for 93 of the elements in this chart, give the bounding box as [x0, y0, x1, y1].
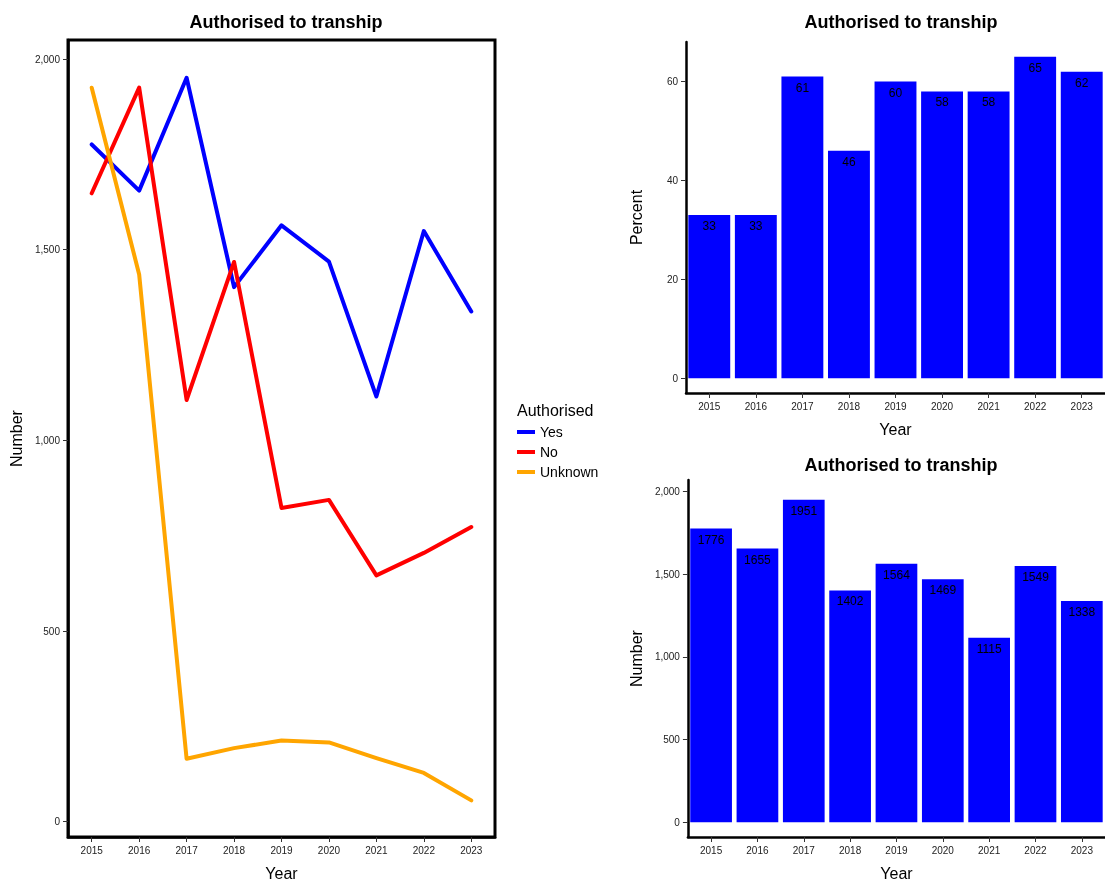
x-tick-label: 2017	[175, 844, 199, 856]
data-label: 1951	[790, 503, 818, 518]
x-axis-title: Year	[879, 420, 913, 438]
bar	[782, 499, 825, 823]
x-tick-label: 2015	[699, 844, 723, 856]
data-label: 46	[842, 154, 856, 169]
x-tick-label: 2023	[1070, 400, 1094, 412]
x-tick-label: 2020	[931, 844, 955, 856]
y-tick-label: 1,500	[654, 568, 681, 580]
x-tick-label: 2015	[80, 844, 104, 856]
x-axis-title: Year	[265, 864, 299, 882]
data-label: 1115	[976, 641, 1002, 656]
y-tick-label: 40	[666, 174, 679, 186]
bar	[736, 548, 779, 823]
x-tick-label: 2019	[884, 400, 908, 412]
x-tick-label: 2020	[930, 400, 954, 412]
x-tick-label: 2022	[1024, 400, 1047, 412]
x-tick-label: 2019	[885, 844, 909, 856]
y-tick-label: 2,000	[34, 53, 61, 65]
bar	[968, 637, 1010, 823]
y-tick-label: 0	[672, 372, 679, 384]
x-tick-label: 2016	[128, 844, 151, 856]
x-tick-label: 2017	[792, 844, 816, 856]
data-label: 62	[1075, 75, 1089, 90]
x-tick-label: 2015	[698, 400, 721, 412]
chart-title: Authorised to tranship	[189, 12, 383, 32]
data-label: 1338	[1068, 604, 1096, 619]
y-tick-label: 60	[666, 76, 679, 88]
bar	[875, 563, 918, 823]
y-tick-label: 1,000	[34, 434, 61, 446]
bar	[1014, 566, 1057, 823]
y-tick-label: 0	[54, 816, 61, 828]
data-label: 1469	[929, 583, 957, 598]
data-label: 61	[795, 80, 810, 95]
data-label: 1564	[883, 567, 911, 582]
x-tick-label: 2022	[1024, 844, 1048, 856]
y-axis-title: Percent	[627, 189, 645, 246]
data-label: 33	[702, 219, 717, 234]
x-tick-label: 2018	[837, 400, 861, 412]
x-tick-label: 2021	[978, 844, 1001, 856]
bar	[1060, 600, 1103, 823]
x-tick-label: 2019	[270, 844, 294, 856]
chart-title: Authorised to tranship	[804, 455, 998, 475]
y-axis-title: Number	[7, 409, 25, 467]
data-label: 58	[981, 95, 996, 110]
bar	[781, 76, 824, 379]
y-tick-label: 20	[666, 273, 679, 285]
legend-label: No	[540, 444, 559, 460]
x-axis-title: Year	[880, 864, 914, 882]
data-label: 60	[888, 85, 903, 100]
data-label: 65	[1028, 60, 1043, 75]
data-label: 58	[935, 95, 950, 110]
x-tick-label: 2022	[412, 844, 436, 856]
x-tick-label: 2017	[791, 400, 814, 412]
line-series	[89, 85, 474, 803]
bar	[734, 215, 777, 379]
legend-title: Authorised	[517, 401, 594, 419]
bar	[921, 579, 964, 823]
x-tick-label: 2016	[744, 400, 768, 412]
line-series	[89, 85, 474, 578]
data-label: 1549	[1022, 570, 1050, 585]
x-tick-label: 2020	[317, 844, 341, 856]
y-tick-label: 2,000	[654, 486, 681, 498]
legend-label: Unknown	[540, 464, 599, 480]
y-tick-label: 500	[43, 625, 61, 637]
y-axis-title: Number	[627, 629, 645, 687]
x-tick-label: 2016	[746, 844, 769, 856]
bar	[1060, 71, 1103, 379]
data-label: 1655	[744, 552, 772, 567]
legend-label: Yes	[540, 424, 563, 440]
bar	[1014, 56, 1057, 379]
x-tick-label: 2018	[222, 844, 246, 856]
chart-title: Authorised to tranship	[804, 12, 998, 32]
bar	[827, 150, 870, 379]
bar	[921, 91, 964, 379]
data-label: 1402	[836, 594, 864, 609]
x-tick-label: 2021	[977, 400, 1001, 412]
bar	[874, 81, 917, 379]
bar	[829, 590, 871, 823]
data-label: 33	[749, 219, 763, 234]
line-series	[89, 75, 474, 399]
x-tick-label: 2023	[460, 844, 483, 856]
y-tick-label: 1,500	[34, 244, 61, 256]
bar	[688, 215, 731, 379]
data-label: 1776	[697, 532, 725, 547]
bar	[690, 528, 732, 823]
x-tick-label: 2023	[1070, 844, 1094, 856]
y-tick-label: 0	[674, 816, 681, 828]
x-tick-label: 2018	[839, 844, 862, 856]
y-tick-label: 1,000	[654, 651, 681, 663]
bar	[967, 91, 1010, 379]
y-tick-label: 500	[663, 733, 681, 745]
x-tick-label: 2021	[365, 844, 388, 856]
